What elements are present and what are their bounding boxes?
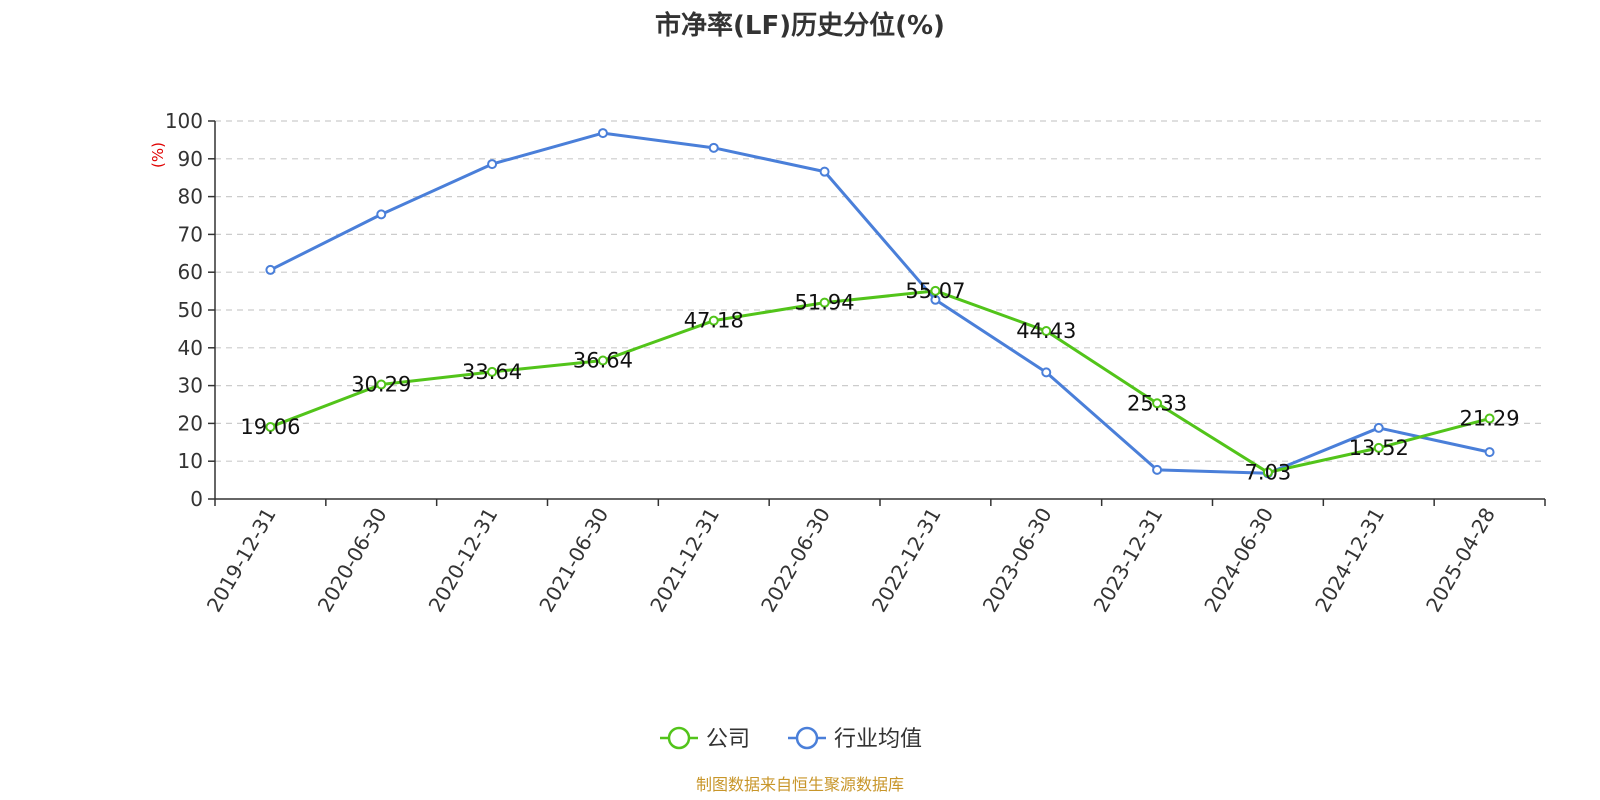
series-line xyxy=(269,289,1490,474)
data-point[interactable] xyxy=(265,421,276,432)
y-axis-label: (%) xyxy=(149,142,167,168)
x-tick-label: 2022-12-31 xyxy=(867,504,946,617)
data-label: 44.43 xyxy=(1016,319,1076,343)
data-label: 13.52 xyxy=(1349,436,1409,460)
data-label: 51.94 xyxy=(795,291,855,315)
x-tick-labels: 2019-12-31 2020-06-30 2020-12-31 2021-06-30… xyxy=(202,504,1500,617)
data-point[interactable] xyxy=(1152,398,1163,409)
y-tick-label: 60 xyxy=(178,260,203,284)
data-point[interactable] xyxy=(487,159,498,170)
data-point[interactable] xyxy=(819,166,830,177)
data-point[interactable] xyxy=(1373,422,1384,433)
data-label: 19.06 xyxy=(240,415,300,439)
data-label: 55.07 xyxy=(905,279,965,303)
series-line xyxy=(269,131,1490,475)
y-tick-label: 0 xyxy=(190,487,203,511)
data-point[interactable] xyxy=(1484,447,1495,458)
data-point[interactable] xyxy=(930,285,941,296)
legend-item[interactable]: 行业均值 xyxy=(788,726,922,752)
y-tick-label: 50 xyxy=(178,298,203,322)
data-point[interactable] xyxy=(376,379,387,390)
data-point[interactable] xyxy=(1041,367,1052,378)
y-tick-label: 10 xyxy=(178,449,203,473)
legend-label: 公司 xyxy=(706,727,750,752)
x-tick-label: 2021-06-30 xyxy=(534,504,613,617)
y-tick-label: 80 xyxy=(178,185,203,209)
grid-lines xyxy=(215,120,1545,462)
data-label: 33.64 xyxy=(462,360,522,384)
data-point[interactable] xyxy=(708,142,719,153)
x-tick-label: 2023-06-30 xyxy=(978,504,1057,617)
data-point[interactable] xyxy=(1373,442,1384,453)
x-tick-label: 2019-12-31 xyxy=(202,504,281,617)
y-tick-label: 70 xyxy=(178,222,203,246)
data-point[interactable] xyxy=(487,366,498,377)
data-point[interactable] xyxy=(1484,413,1495,424)
data-point[interactable] xyxy=(376,209,387,220)
data-label: 25.33 xyxy=(1127,391,1187,415)
data-label: 30.29 xyxy=(351,373,411,397)
data-label: 7.03 xyxy=(1245,460,1292,484)
data-label: 36.64 xyxy=(573,349,633,373)
data-point[interactable] xyxy=(1152,464,1163,475)
y-tick-labels: 0 10 20 30 40 50 60 70 80 90 100 xyxy=(165,109,203,511)
x-tick-label: 2023-12-31 xyxy=(1089,504,1168,617)
x-tick-label: 2024-12-31 xyxy=(1310,504,1389,617)
x-tick-label: 2024-06-30 xyxy=(1199,504,1278,617)
y-tick-label: 20 xyxy=(178,411,203,435)
series-group xyxy=(265,128,1495,479)
data-labels: 19.06 30.29 33.64 36.64 47.18 51.94 55.07 44.43… xyxy=(240,279,1519,485)
legend-marker xyxy=(667,726,691,750)
data-point[interactable] xyxy=(265,264,276,275)
axes xyxy=(208,120,1546,506)
chart-title: 市净率(LF)历史分位(%) xyxy=(655,10,945,41)
x-tick-label: 2021-12-31 xyxy=(645,504,724,617)
x-tick-label: 2022-06-30 xyxy=(756,504,835,617)
y-tick-label: 30 xyxy=(178,374,203,398)
legend[interactable]: 公司 行业均值 xyxy=(660,726,922,752)
legend-label: 行业均值 xyxy=(834,727,922,752)
source-note: 制图数据来自恒生聚源数据库 xyxy=(696,775,904,794)
x-tick-label: 2020-06-30 xyxy=(313,504,392,617)
data-point[interactable] xyxy=(1262,467,1273,478)
y-tick-label: 100 xyxy=(165,109,203,133)
x-tick-label: 2025-04-28 xyxy=(1421,504,1500,617)
legend-item[interactable]: 公司 xyxy=(660,726,750,752)
data-point[interactable] xyxy=(597,355,608,366)
y-tick-label: 90 xyxy=(178,147,203,171)
data-point[interactable] xyxy=(708,315,719,326)
data-label: 21.29 xyxy=(1460,407,1520,431)
legend-marker xyxy=(795,726,819,750)
data-label: 47.18 xyxy=(684,309,744,333)
data-point[interactable] xyxy=(819,297,830,308)
data-point[interactable] xyxy=(1041,326,1052,337)
x-tick-label: 2020-12-31 xyxy=(424,504,503,617)
y-tick-label: 40 xyxy=(178,336,203,360)
data-point[interactable] xyxy=(597,128,608,139)
